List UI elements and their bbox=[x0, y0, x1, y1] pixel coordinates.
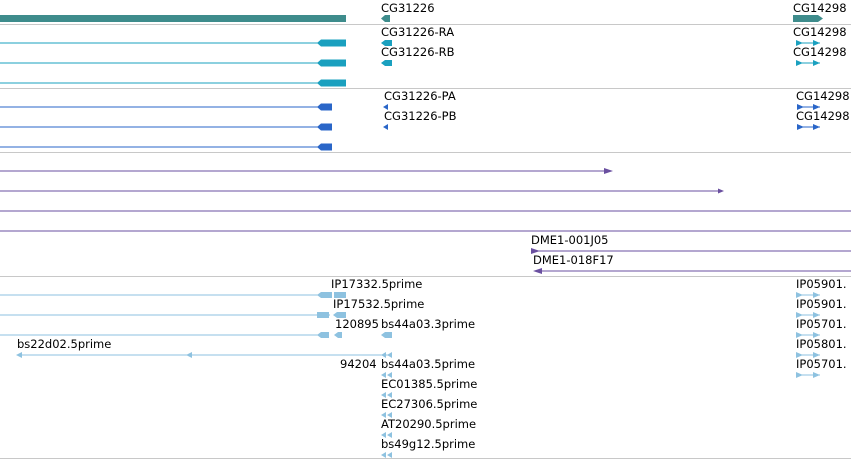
transcript-label[interactable]: CG14298 bbox=[796, 109, 850, 123]
est-feature[interactable] bbox=[0, 332, 392, 338]
est-label[interactable]: bs44a03.5prime bbox=[381, 357, 476, 371]
transcript-feature[interactable] bbox=[796, 60, 820, 66]
est-feature[interactable] bbox=[381, 452, 392, 458]
transcript-feature[interactable] bbox=[796, 40, 820, 46]
est-label[interactable]: 120895 bbox=[335, 317, 379, 331]
transcript-label[interactable]: CG31226-PA bbox=[384, 89, 456, 103]
est-feature[interactable] bbox=[381, 412, 392, 418]
est-label[interactable]: AT20290.5prime bbox=[381, 417, 477, 431]
transcript-feature[interactable] bbox=[383, 124, 388, 130]
est-feature[interactable] bbox=[16, 352, 392, 358]
transcript-label[interactable]: CG14298 bbox=[796, 89, 850, 103]
est-label[interactable]: bs49g12.5prime bbox=[381, 437, 476, 451]
est-label[interactable]: IP05701. bbox=[796, 317, 847, 331]
est-label[interactable]: IP17532.5prime bbox=[333, 297, 425, 311]
est-feature[interactable] bbox=[796, 312, 820, 318]
clone-feature[interactable] bbox=[0, 188, 724, 194]
transcript-feature[interactable] bbox=[0, 143, 332, 151]
transcript-feature[interactable] bbox=[0, 103, 332, 111]
est-label[interactable]: EC27306.5prime bbox=[381, 397, 478, 411]
transcript-feature[interactable] bbox=[381, 40, 392, 46]
est-label[interactable]: 94204 bbox=[340, 357, 377, 371]
est-label[interactable]: IP05801. bbox=[796, 337, 847, 351]
est-feature[interactable] bbox=[796, 332, 820, 338]
gene-feature[interactable] bbox=[793, 15, 823, 22]
transcript-feature[interactable] bbox=[0, 39, 346, 47]
transcript-label[interactable]: CG31226-RB bbox=[381, 45, 455, 59]
transcript-track-b bbox=[0, 103, 820, 151]
gene-feature[interactable] bbox=[381, 15, 390, 22]
transcript-feature[interactable] bbox=[797, 124, 820, 130]
est-label[interactable]: IP05901. bbox=[796, 297, 847, 311]
est-label[interactable]: EC01385.5prime bbox=[381, 377, 478, 391]
clone-feature[interactable] bbox=[0, 168, 613, 174]
est-label[interactable]: IP17332.5prime bbox=[331, 277, 423, 291]
gene-feature[interactable] bbox=[0, 15, 346, 22]
clone-label[interactable]: DME1-018F17 bbox=[533, 253, 614, 267]
est-label[interactable]: IP05901. bbox=[796, 277, 847, 291]
transcript-label[interactable]: CG14298 bbox=[793, 45, 847, 59]
transcript-label[interactable]: CG31226-PB bbox=[384, 109, 457, 123]
gene-label[interactable]: CG31226 bbox=[381, 1, 435, 15]
transcript-feature[interactable] bbox=[383, 104, 388, 110]
transcript-feature[interactable] bbox=[0, 123, 332, 131]
est-feature[interactable] bbox=[0, 312, 346, 318]
est-label[interactable]: bs22d02.5prime bbox=[17, 337, 112, 351]
est-feature[interactable] bbox=[381, 372, 392, 378]
transcript-feature[interactable] bbox=[0, 79, 346, 87]
gene-label[interactable]: CG14298 bbox=[793, 1, 847, 15]
clone-feature[interactable] bbox=[531, 248, 851, 254]
transcript-feature[interactable] bbox=[381, 60, 392, 66]
clone-feature[interactable] bbox=[533, 268, 851, 274]
est-feature[interactable] bbox=[796, 352, 820, 358]
transcript-label[interactable]: CG14298 bbox=[793, 25, 847, 39]
est-feature[interactable] bbox=[796, 372, 820, 378]
clone-track bbox=[0, 168, 851, 274]
transcript-label[interactable]: CG31226-RA bbox=[381, 25, 455, 39]
est-label[interactable]: IP05701. bbox=[796, 357, 847, 371]
est-feature[interactable] bbox=[381, 392, 392, 398]
transcript-feature[interactable] bbox=[797, 104, 820, 110]
est-feature[interactable] bbox=[381, 432, 392, 438]
est-feature[interactable] bbox=[0, 292, 346, 298]
transcript-feature[interactable] bbox=[0, 59, 346, 67]
est-feature[interactable] bbox=[796, 292, 820, 298]
est-track bbox=[0, 292, 820, 458]
est-label[interactable]: bs44a03.3prime bbox=[381, 317, 476, 331]
transcript-track-a bbox=[0, 39, 820, 87]
clone-label[interactable]: DME1-001J05 bbox=[531, 233, 609, 247]
gene-track bbox=[0, 15, 823, 22]
